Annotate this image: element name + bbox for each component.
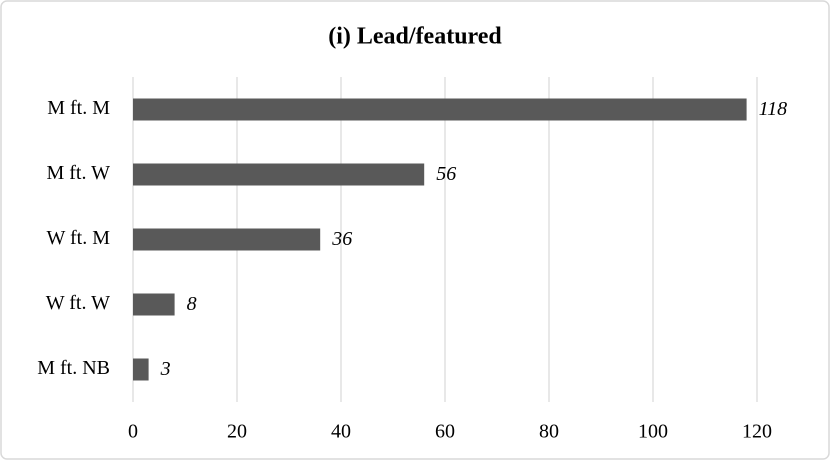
y-tick-label: W ft. M (46, 227, 110, 249)
value-label: 3 (160, 358, 171, 380)
chart-title: (i) Lead/featured (328, 24, 502, 50)
x-tick-label: 20 (227, 421, 247, 443)
x-tick-label: 60 (435, 421, 455, 443)
y-tick-label: M ft. W (46, 162, 110, 184)
x-tick-label: 100 (638, 421, 668, 443)
value-label: 36 (331, 228, 352, 250)
bar (133, 358, 149, 381)
bar (133, 228, 321, 251)
x-tick-label: 80 (539, 421, 559, 443)
y-tick-label: M ft. NB (37, 357, 110, 379)
bar (133, 98, 747, 121)
bar (133, 163, 425, 186)
x-tick-label: 120 (742, 421, 772, 443)
x-tick-label: 0 (128, 421, 138, 443)
y-tick-label: M ft. M (47, 97, 110, 119)
x-tick-label: 40 (331, 421, 351, 443)
y-tick-label: W ft. W (46, 292, 110, 314)
value-label: 8 (187, 293, 197, 315)
value-label: 56 (436, 163, 456, 185)
bar (133, 293, 175, 316)
value-label: 118 (759, 98, 788, 120)
